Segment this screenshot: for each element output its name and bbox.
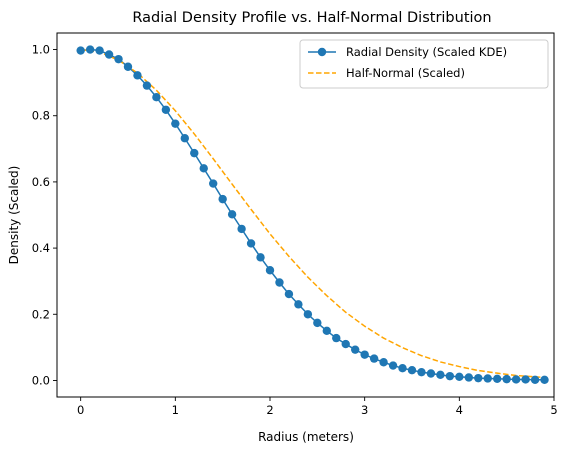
y-tick-label: 0.2 [32, 307, 50, 321]
series-point-kde [360, 350, 369, 359]
series-point-kde [388, 361, 398, 370]
series-point-kde [341, 339, 350, 349]
series-point-kde [426, 369, 436, 378]
series-point-kde [436, 370, 445, 380]
series-point-kde [464, 373, 473, 382]
series-point-kde [332, 333, 341, 343]
x-tick-label: 4 [456, 403, 463, 417]
series-point-kde [95, 46, 104, 55]
series-point-kde [171, 119, 180, 128]
series-point-kde [322, 326, 331, 336]
legend-frame [299, 39, 549, 89]
series-point-kde [407, 366, 417, 375]
series-point-kde [237, 224, 246, 234]
series-point-kde [209, 179, 218, 188]
series-point-kde [417, 367, 426, 377]
series-point-kde [284, 289, 294, 299]
series-point-kde [199, 164, 208, 173]
series-point-kde [351, 345, 360, 354]
series-point-kde [265, 266, 275, 275]
x-tick-label: 5 [550, 403, 557, 417]
series-line-kde [80, 48, 545, 381]
legend-swatch-kde-marker [317, 47, 327, 57]
series-point-kde [530, 375, 540, 384]
y-tick-label: 0.6 [32, 175, 50, 189]
series-point-kde [313, 318, 322, 328]
series-point-kde [303, 310, 313, 319]
series-point-kde [294, 300, 303, 309]
series-point-kde [227, 210, 237, 219]
series-point-kde [369, 354, 379, 363]
series-point-kde [445, 371, 455, 381]
series-point-kde [161, 105, 171, 114]
y-tick-label: 0.0 [32, 373, 50, 387]
series-point-kde [502, 374, 511, 384]
series-point-kde [76, 46, 85, 55]
x-tick-label: 1 [172, 403, 179, 417]
series-point-kde [511, 375, 521, 384]
series-point-kde [493, 374, 502, 383]
legend: Radial Density (Scaled KDE) Half-Normal … [299, 39, 549, 89]
series-point-kde [455, 372, 464, 382]
series-point-kde [483, 374, 492, 383]
series-layer [76, 45, 549, 384]
series-point-kde [152, 93, 161, 102]
x-axis-label: Radius (meters) [258, 430, 354, 444]
y-tick-label: 1.0 [32, 43, 50, 57]
plot-frame [56, 32, 555, 398]
series-point-kde [379, 358, 388, 367]
series-point-kde [474, 373, 483, 383]
x-tick-label: 3 [361, 403, 368, 417]
y-tick-label: 0.8 [32, 109, 50, 123]
series-point-kde [180, 134, 189, 143]
series-point-kde [256, 253, 265, 262]
series-point-kde [104, 50, 114, 59]
legend-label-kde: Radial Density (Scaled KDE) [346, 45, 507, 59]
series-point-kde [142, 81, 152, 90]
y-axis-label: Density (Scaled) [7, 166, 21, 265]
series-point-kde [114, 54, 123, 64]
series-point-kde [218, 194, 227, 204]
y-tick-label: 0.4 [32, 241, 50, 255]
series-point-kde [85, 45, 95, 54]
series-line-half-normal [80, 48, 545, 379]
plot-area [56, 32, 555, 398]
series-point-kde [246, 239, 256, 248]
series-point-kde [190, 148, 199, 158]
series-point-kde [540, 375, 549, 384]
series-point-kde [133, 71, 142, 80]
x-tick-label: 0 [77, 403, 84, 417]
chart-title: Radial Density Profile vs. Half-Normal D… [132, 10, 491, 26]
x-axis: 0 1 2 3 4 5 [77, 397, 558, 417]
series-point-kde [521, 375, 530, 384]
series-point-kde [398, 364, 407, 373]
series-point-kde [275, 278, 284, 287]
series-point-kde [123, 62, 133, 71]
x-tick-label: 2 [266, 403, 273, 417]
y-axis: 0.0 0.2 0.4 0.6 0.8 1.0 [32, 43, 57, 387]
legend-label-half-normal: Half-Normal (Scaled) [346, 66, 465, 80]
